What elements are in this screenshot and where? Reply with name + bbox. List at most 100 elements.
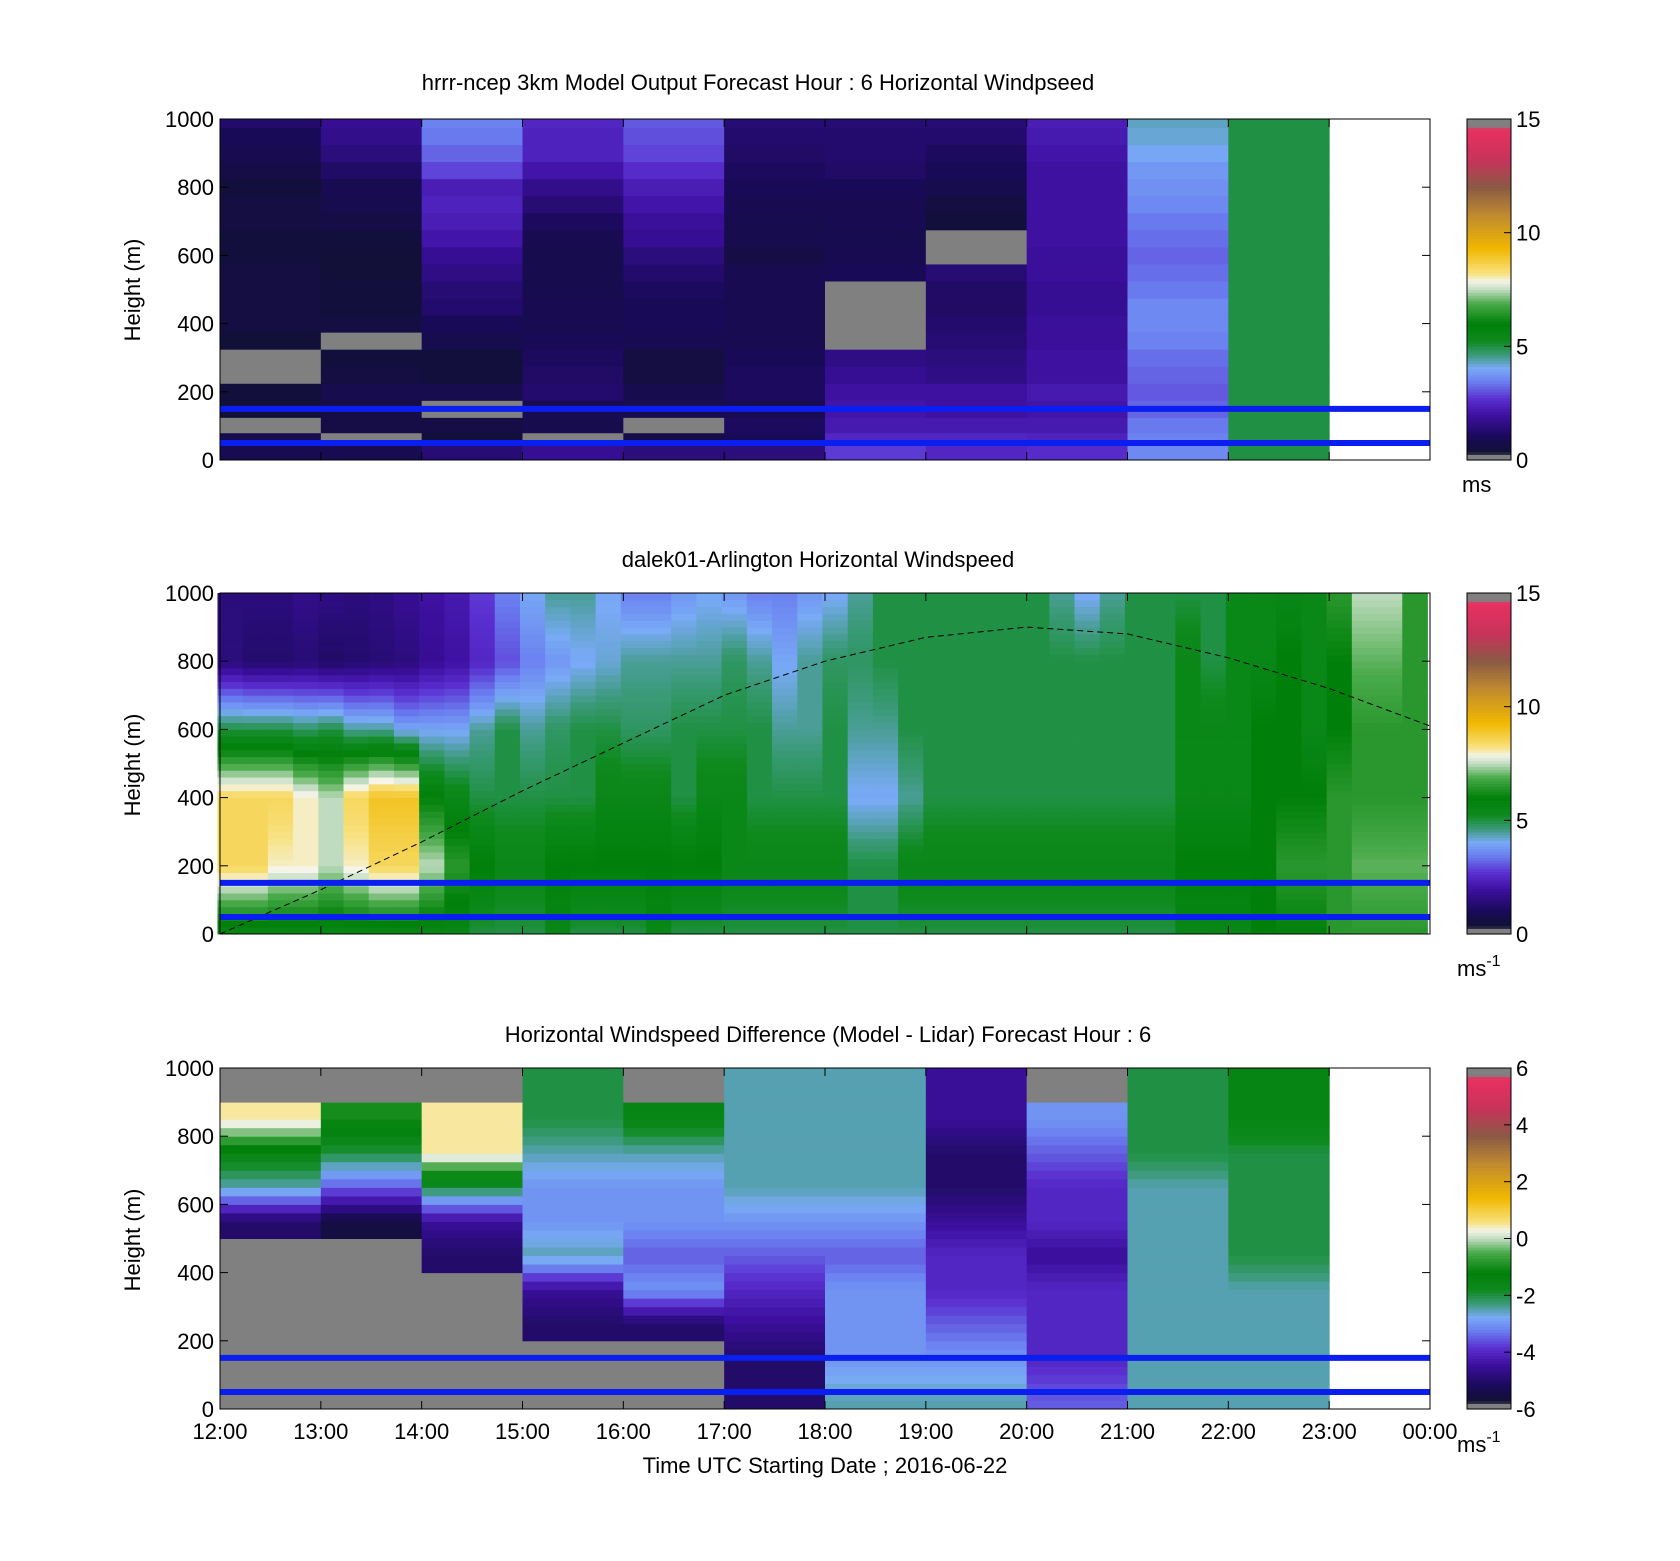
heatmap-cell (494, 777, 521, 785)
heatmap-cell (1127, 212, 1229, 231)
colorbar-swatch (1467, 150, 1511, 154)
heatmap-cell (973, 783, 1000, 792)
colorbar-swatch (1467, 406, 1511, 410)
heatmap-cell (419, 893, 445, 901)
colorbar-swatch (1467, 360, 1511, 364)
heatmap-cell (925, 332, 1028, 350)
heatmap-cell (1377, 811, 1403, 819)
heatmap-cell (772, 715, 798, 723)
heatmap-cell (1150, 845, 1176, 853)
heatmap-cell (797, 681, 823, 689)
colorbar-swatch (1467, 349, 1511, 353)
heatmap-cell (320, 315, 423, 333)
colorbar-swatch (1467, 218, 1511, 222)
heatmap-cell (267, 777, 294, 785)
heatmap-cell (293, 620, 319, 628)
heatmap-cell (393, 620, 420, 628)
heatmap-cell (444, 824, 470, 833)
heatmap-cell (872, 920, 899, 928)
heatmap-cell (721, 749, 748, 758)
colorbar-swatch (1467, 780, 1511, 784)
heatmap-cell (1150, 715, 1176, 723)
heatmap-cell (220, 298, 322, 316)
heatmap-cell (1402, 831, 1428, 839)
heatmap-cell (847, 920, 874, 928)
heatmap-cell (1074, 831, 1101, 839)
heatmap-cell (925, 161, 1028, 180)
heatmap-cell (822, 620, 849, 628)
heatmap-cell (595, 804, 622, 812)
heatmap-cell (469, 647, 496, 655)
heatmap-cell (1026, 1170, 1128, 1180)
heatmap-cell (267, 872, 294, 880)
heatmap-cell (646, 770, 672, 778)
heatmap-cell (898, 668, 924, 676)
heatmap-cell (343, 906, 370, 914)
heatmap-cell (469, 654, 496, 662)
heatmap-cell (217, 831, 244, 839)
heatmap-cell (1049, 893, 1075, 901)
heatmap-cell (393, 858, 420, 867)
heatmap-cell (494, 702, 521, 710)
colorbar-swatch (1467, 1102, 1511, 1106)
heatmap-cell (746, 627, 773, 635)
heatmap-cell (1049, 845, 1075, 853)
heatmap-cell (1326, 804, 1353, 812)
heatmap-cell (494, 688, 521, 696)
colorbar-swatch (1467, 306, 1511, 310)
heatmap-cell (1074, 593, 1101, 601)
heatmap-cell (973, 858, 1000, 867)
heatmap-cell (1024, 783, 1050, 792)
heatmap-cell (1024, 647, 1050, 655)
heatmap-cell (444, 661, 470, 669)
heatmap-cell (1351, 606, 1378, 614)
colorbar-swatch (1467, 1218, 1511, 1223)
heatmap-cell (293, 695, 319, 703)
heatmap-cell (494, 797, 521, 805)
heatmap-cell (1200, 654, 1227, 662)
heatmap-cell (1228, 1272, 1330, 1282)
heatmap-cell (320, 229, 423, 248)
heatmap-cell (825, 1153, 927, 1163)
heatmap-cell (923, 797, 949, 805)
colorbar-swatch (1467, 1275, 1511, 1279)
colorbar-swatch (1467, 298, 1511, 302)
heatmap-cell (595, 668, 622, 676)
heatmap-cell (646, 872, 672, 880)
heatmap-cell (522, 445, 624, 461)
heatmap-cell (393, 647, 420, 655)
heatmap-cell (1049, 613, 1075, 621)
colorbar-swatch (1467, 817, 1511, 821)
heatmap-cell (620, 681, 647, 689)
heatmap-cell (923, 736, 949, 744)
heatmap-cell (1402, 715, 1428, 723)
heatmap-cell (220, 1281, 322, 1291)
heatmap-cell (220, 1323, 322, 1333)
heatmap-cell (1127, 1076, 1229, 1086)
heatmap-cell (1127, 1323, 1229, 1333)
heatmap-cell (570, 743, 597, 751)
heatmap-cell (973, 906, 1000, 914)
heatmap-cell (646, 647, 672, 655)
heatmap-cell (522, 1127, 624, 1137)
heatmap-cell (419, 783, 445, 792)
heatmap-cell (1276, 818, 1302, 826)
heatmap-cell (1228, 229, 1330, 248)
colorbar-swatch (1467, 794, 1511, 799)
heatmap-cell (746, 906, 773, 914)
heatmap-cell (825, 1332, 927, 1342)
heatmap-cell (898, 783, 924, 792)
heatmap-cell (419, 797, 445, 805)
heatmap-cell (1377, 749, 1403, 758)
heatmap-cell (721, 736, 748, 744)
heatmap-cell (925, 1315, 1028, 1325)
heatmap-cell (1200, 708, 1227, 717)
heatmap-cell (1301, 886, 1328, 894)
heatmap-cell (1127, 1144, 1229, 1154)
heatmap-cell (1225, 811, 1252, 819)
heatmap-cell (1026, 246, 1128, 265)
heatmap-cell (1049, 818, 1075, 826)
heatmap-cell (797, 593, 823, 601)
heatmap-cell (519, 640, 546, 648)
colorbar-swatch (1467, 1121, 1511, 1126)
